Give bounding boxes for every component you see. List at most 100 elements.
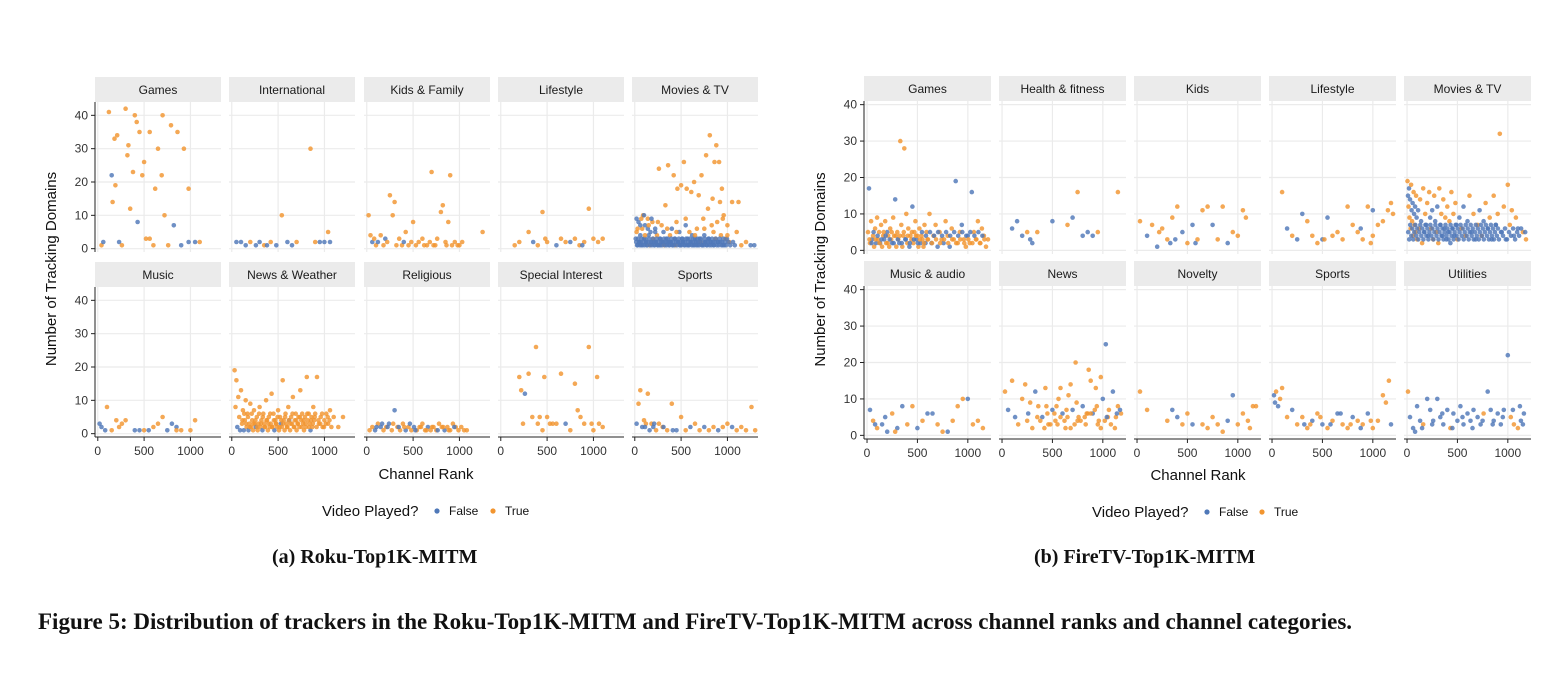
data-point xyxy=(1456,237,1461,242)
data-point xyxy=(563,421,568,427)
data-point xyxy=(1277,396,1283,402)
data-point xyxy=(303,421,308,427)
data-point xyxy=(1388,200,1394,206)
data-point xyxy=(1500,414,1506,420)
data-point xyxy=(1409,218,1415,224)
data-point xyxy=(1358,425,1363,431)
data-point xyxy=(132,428,138,433)
data-point xyxy=(1452,229,1457,235)
facet-title: International xyxy=(259,83,325,97)
data-point xyxy=(233,404,238,410)
data-point xyxy=(1486,237,1492,242)
data-point xyxy=(1419,233,1424,239)
data-point xyxy=(406,243,411,248)
data-point xyxy=(1064,407,1069,413)
facet-title: Sports xyxy=(678,268,713,282)
data-point xyxy=(325,229,331,235)
data-point xyxy=(734,229,739,235)
data-point xyxy=(725,421,730,427)
x-tick-label: 1000 xyxy=(580,444,607,458)
facet-panel: News 0 500 1000 xyxy=(999,261,1126,460)
data-point xyxy=(1294,237,1300,242)
y-tick-label: 30 xyxy=(75,327,89,341)
data-point xyxy=(1468,222,1473,228)
data-point xyxy=(959,222,965,228)
data-point xyxy=(305,418,311,423)
data-point xyxy=(929,240,935,246)
data-point xyxy=(137,129,142,135)
legend-label-false: False xyxy=(449,504,479,518)
figure-caption: Figure 5: Distribution of trackers in th… xyxy=(38,609,1353,634)
data-point xyxy=(409,239,414,245)
data-point xyxy=(130,169,136,175)
data-point xyxy=(1390,211,1396,217)
data-point xyxy=(336,424,341,430)
data-point xyxy=(910,403,915,409)
data-point xyxy=(935,244,940,249)
data-point xyxy=(323,421,329,427)
data-point xyxy=(867,237,872,242)
data-point xyxy=(1386,378,1392,384)
data-point xyxy=(962,240,967,246)
data-point xyxy=(1070,407,1075,413)
data-point xyxy=(1075,189,1080,195)
data-point xyxy=(1048,422,1053,427)
data-point xyxy=(869,240,874,246)
data-point xyxy=(279,418,284,423)
data-point xyxy=(243,398,248,403)
facet-strip xyxy=(229,262,355,287)
data-point xyxy=(920,418,925,424)
data-point xyxy=(661,229,666,235)
data-point xyxy=(906,226,911,231)
data-point xyxy=(1494,233,1500,239)
data-point xyxy=(1027,237,1033,242)
data-point xyxy=(955,233,961,239)
data-point xyxy=(653,428,659,433)
data-point xyxy=(1388,422,1394,427)
x-tick-label: 0 xyxy=(363,444,370,458)
data-point xyxy=(1310,418,1315,424)
data-point xyxy=(457,243,462,248)
data-point xyxy=(982,237,987,242)
data-point xyxy=(1412,204,1418,209)
data-point xyxy=(1411,189,1416,195)
data-point xyxy=(249,411,254,417)
data-point xyxy=(916,244,921,249)
data-point xyxy=(961,237,967,242)
data-point xyxy=(1429,422,1435,427)
data-point xyxy=(264,418,269,423)
data-point xyxy=(1415,208,1421,213)
data-point xyxy=(960,229,965,235)
data-point xyxy=(294,239,299,245)
data-point xyxy=(634,216,639,221)
data-point xyxy=(1247,425,1253,431)
x-tick-label: 0 xyxy=(999,446,1006,460)
data-point xyxy=(1431,237,1436,242)
facet-panel: Lifestyle xyxy=(1269,76,1396,254)
data-point xyxy=(911,237,917,242)
data-point xyxy=(931,233,937,239)
data-point xyxy=(1435,226,1440,231)
data-point xyxy=(656,166,662,171)
data-point xyxy=(375,239,381,245)
data-point xyxy=(271,418,277,423)
data-point xyxy=(642,233,648,238)
data-point xyxy=(314,424,319,430)
data-point xyxy=(1443,222,1448,228)
data-point xyxy=(114,418,119,423)
data-point xyxy=(1447,229,1452,235)
data-point xyxy=(1103,342,1109,347)
data-point xyxy=(1420,186,1426,191)
data-point xyxy=(147,129,152,135)
data-point xyxy=(290,411,295,417)
data-point xyxy=(424,428,429,433)
data-point xyxy=(887,237,892,242)
data-point xyxy=(192,418,198,423)
data-point xyxy=(396,424,402,430)
data-point xyxy=(186,186,191,191)
data-point xyxy=(1417,197,1423,202)
data-point xyxy=(280,421,286,427)
data-point xyxy=(518,388,524,393)
data-point xyxy=(669,401,675,407)
data-point xyxy=(1481,218,1486,224)
